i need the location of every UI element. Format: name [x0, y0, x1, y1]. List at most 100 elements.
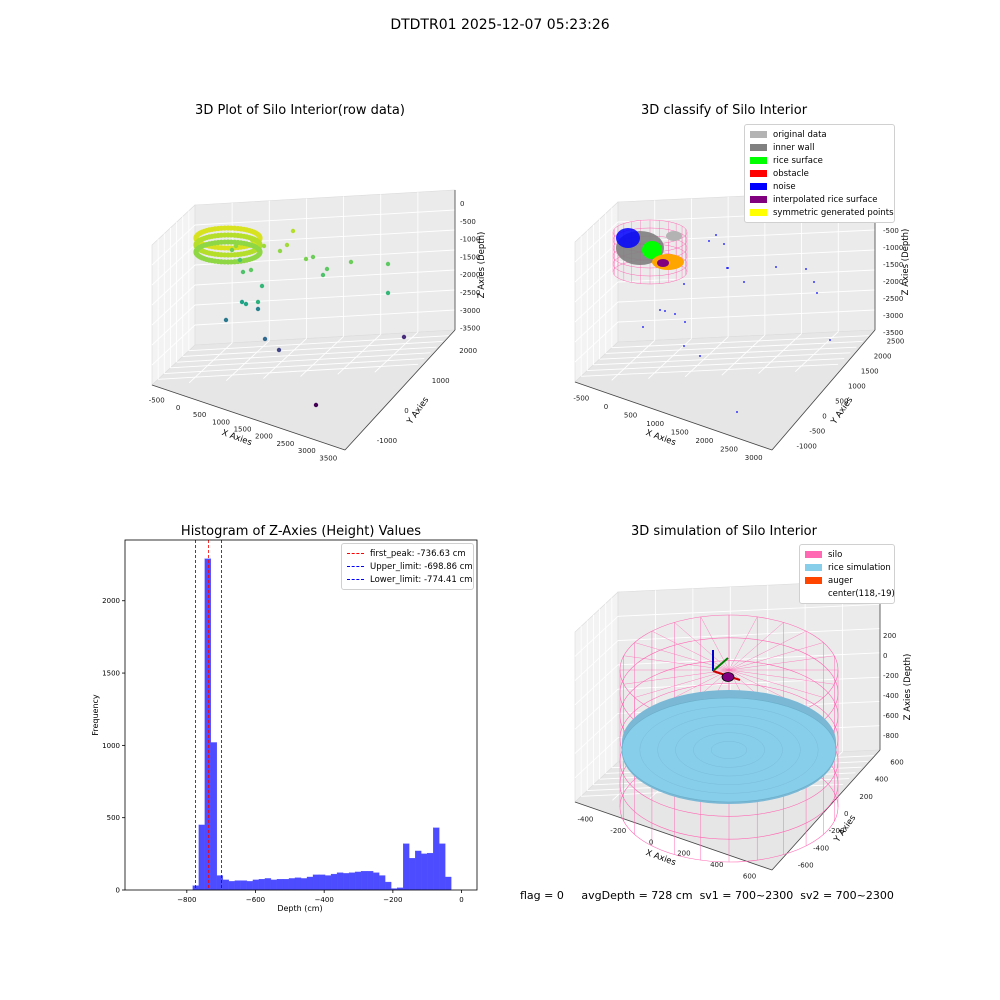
- swatch-symmetric: [750, 209, 767, 216]
- classify-grid: [574, 301, 619, 343]
- simulation-grid: [574, 737, 619, 779]
- silo-roof-spoke: [728, 642, 824, 671]
- raw-y-tick: 1000: [432, 377, 450, 385]
- classify-noise-point: [715, 234, 717, 236]
- classify-z-tick: -3500: [883, 329, 903, 337]
- classify-y-tick: 2000: [874, 353, 892, 361]
- histogram-bar: [252, 879, 260, 891]
- legend-center: center(118,-19): [805, 587, 895, 600]
- classify-x-tick: -500: [573, 394, 589, 402]
- simulation-x-tick: 600: [743, 872, 756, 880]
- histogram-bar: [342, 873, 350, 891]
- flag-text: flag = 0: [520, 889, 564, 902]
- classify-x-axis: [574, 381, 773, 451]
- classify-grid: [574, 261, 619, 303]
- classify-noise-point: [642, 326, 644, 328]
- classify-grid: [617, 309, 876, 323]
- simulation-grid: [617, 628, 881, 642]
- classify-y-tick: 500: [835, 398, 848, 406]
- classify-legend: original data inner wall rice surface ob…: [744, 124, 895, 223]
- histogram-x-tick-label: 0: [459, 896, 463, 904]
- classify-interpolated: [657, 259, 669, 267]
- silo-roof-spoke: [728, 616, 758, 671]
- raw-right-pane: [194, 189, 456, 346]
- raw-y-axis: [344, 329, 456, 451]
- silo-roof-spoke: [623, 655, 730, 671]
- classify-z-tick: -2000: [883, 278, 903, 286]
- raw-floor-pane: [151, 329, 456, 451]
- raw-x-tick: 500: [193, 411, 206, 419]
- raw-point: [313, 402, 319, 408]
- raw-y-tick: 2000: [459, 347, 477, 355]
- classify-x-tick: 2000: [696, 437, 714, 445]
- raw-z-tick: -2000: [460, 271, 480, 279]
- raw-grid: [337, 333, 382, 375]
- swatch-auger: [805, 577, 822, 584]
- raw-grid: [151, 324, 196, 366]
- classify-z-tick: -2500: [883, 295, 903, 303]
- rice-top: [621, 697, 837, 803]
- raw-point: [277, 248, 283, 254]
- swatch-silo: [805, 551, 822, 558]
- simulation-z-tick: 200: [883, 632, 896, 640]
- histogram-bar: [276, 879, 284, 891]
- legend-upper-limit: Upper_limit: -698.86 cm: [347, 560, 473, 573]
- simulation-z-axis-label: Z Axies (Depth): [903, 654, 913, 721]
- classify-noise-point: [775, 266, 777, 268]
- histogram-bar: [234, 880, 242, 891]
- histogram-title: Histogram of Z-Axies (Height) Values: [180, 524, 422, 539]
- raw-z-axis-label: Z Axies (Depth): [477, 232, 487, 299]
- status-footer: flag = 0 avgDepth = 728 cm sv1 = 700~230…: [520, 889, 894, 902]
- auger-y-arrow: [712, 657, 729, 672]
- raw-z-tick: -500: [460, 218, 476, 226]
- classify-z-tick: -1500: [883, 261, 903, 269]
- classify-y-tick: 1500: [861, 368, 879, 376]
- histogram-bar: [294, 877, 302, 891]
- simulation-x-tick: 200: [677, 850, 690, 858]
- histogram-bar: [445, 876, 452, 891]
- raw-x-tick: 2000: [255, 433, 273, 441]
- raw-point: [257, 234, 263, 240]
- classify-noise-point: [708, 240, 710, 242]
- classify-noise-point: [723, 243, 725, 245]
- classify-x-tick: 2500: [720, 445, 738, 453]
- raw-z-tick: -3000: [460, 307, 480, 315]
- classify-noise-point: [684, 321, 686, 323]
- raw-point: [240, 269, 246, 275]
- classify-grid: [684, 336, 729, 378]
- simulation-3d-plot: -400 -200 0 200 400 600 -600 -400 -200 0 200 400 600…: [574, 579, 913, 880]
- classify-grid: [617, 289, 876, 303]
- histogram-bar: [372, 872, 380, 891]
- legend-rice-simulation: rice simulation: [805, 561, 891, 574]
- raw-point: [257, 248, 263, 254]
- simulation-y-tick: -600: [798, 861, 814, 869]
- raw-grid: [151, 304, 196, 346]
- classify-grid: [587, 358, 845, 372]
- raw-point: [276, 347, 282, 353]
- classify-noise-point: [674, 313, 676, 315]
- dash-lower-limit: [347, 579, 364, 580]
- simulation-y-tick: 400: [875, 776, 888, 784]
- silo-roof-spoke: [623, 669, 730, 685]
- legend-original-data: original data: [750, 128, 889, 141]
- classify-noise-point: [699, 355, 701, 357]
- classify-grid: [758, 333, 802, 374]
- histogram-bar: [427, 852, 434, 891]
- figure-title: DTDTR01 2025-12-07 05:23:26: [390, 17, 610, 33]
- dash-upper-limit: [347, 566, 364, 567]
- avg-depth-text: avgDepth = 728 cm: [581, 889, 693, 902]
- classify-grid: [611, 339, 656, 381]
- histogram-bar: [409, 858, 416, 891]
- simulation-grid: [574, 615, 619, 657]
- classify-z-tick: -500: [883, 227, 899, 235]
- raw-grid: [194, 309, 456, 326]
- histogram-bars: [192, 558, 452, 891]
- classify-rice-surface: [642, 241, 662, 259]
- raw-point: [259, 283, 265, 289]
- classify-x-tick: 1000: [646, 420, 664, 428]
- classify-z-tick: -3000: [883, 312, 903, 320]
- simulation-grid: [574, 688, 619, 730]
- simulation-z-tick: -200: [883, 672, 899, 680]
- histogram-bar: [204, 558, 212, 891]
- histogram-bar: [433, 827, 440, 891]
